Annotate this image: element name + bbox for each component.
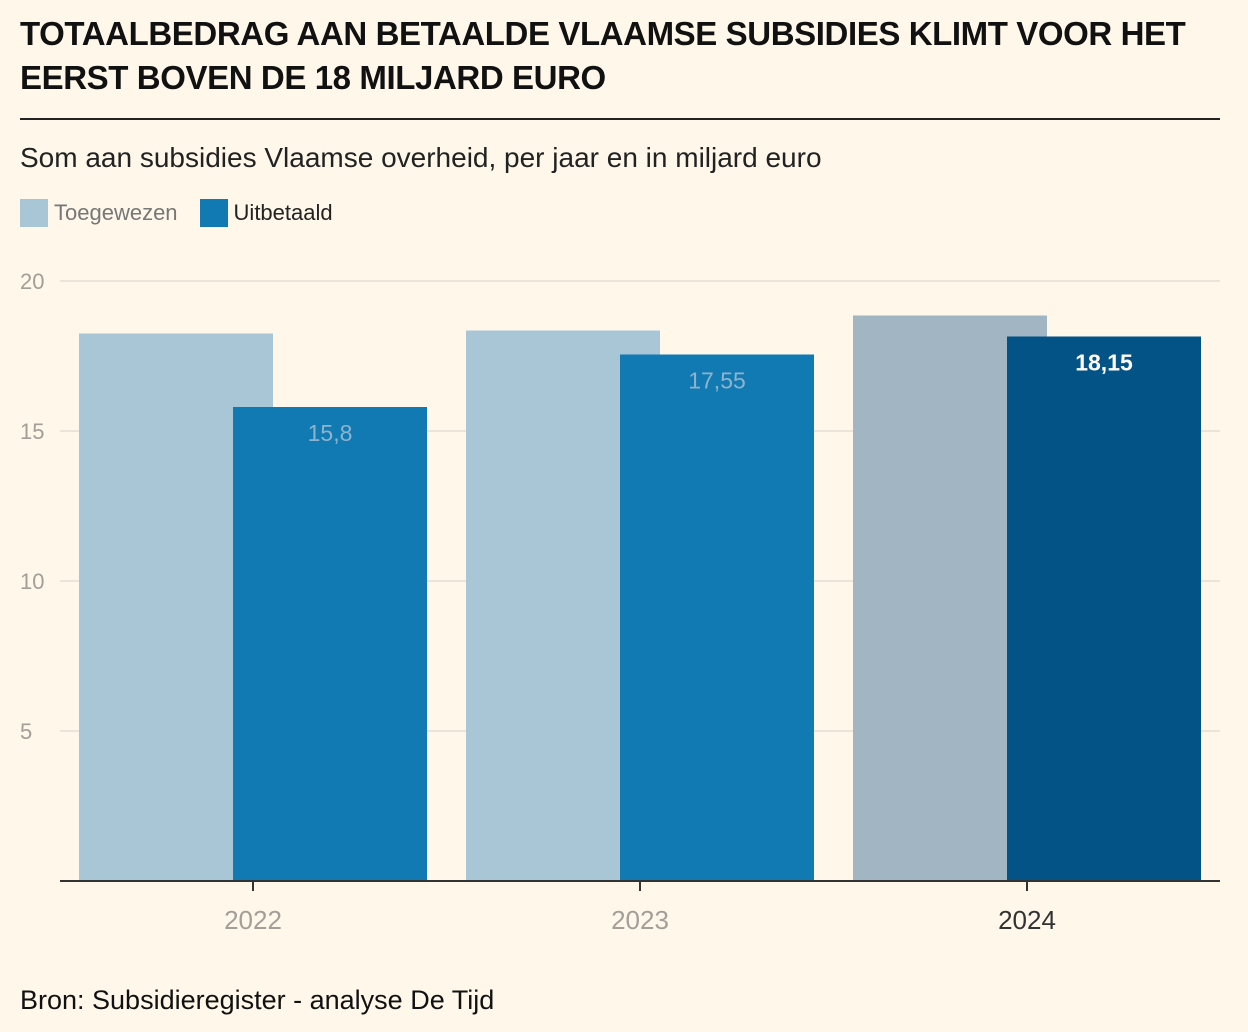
x-axis-tick-labels: 2022 2023 2024 <box>224 905 1056 935</box>
y-tick-label: 5 <box>20 719 32 744</box>
legend-swatch-toegewezen <box>20 199 48 227</box>
bar-uitbetaald-2022 <box>233 407 427 881</box>
y-tick-label: 15 <box>20 419 44 444</box>
y-tick-label: 20 <box>20 269 44 294</box>
x-tick-label-2023: 2023 <box>611 905 669 935</box>
legend-label-toegewezen: Toegewezen <box>54 200 178 225</box>
x-tick-label-2022: 2022 <box>224 905 282 935</box>
legend-label-uitbetaald: Uitbetaald <box>233 200 333 225</box>
y-tick-label: 10 <box>20 569 44 594</box>
bars <box>79 315 1201 881</box>
bar-uitbetaald-2023 <box>620 354 814 881</box>
x-axis <box>60 880 1220 891</box>
chart-title: TOTAALBEDRAG AAN BETAALDE VLAAMSE SUBSID… <box>20 15 1186 96</box>
chart-subtitle: Som aan subsidies Vlaamse overheid, per … <box>20 142 822 173</box>
y-axis-tick-labels: 5 10 15 20 <box>20 269 44 744</box>
bar-uitbetaald-2024 <box>1007 336 1201 881</box>
legend-item-toegewezen: Toegewezen <box>20 199 178 227</box>
chart-legend: Toegewezen Uitbetaald <box>20 198 355 228</box>
legend-item-uitbetaald: Uitbetaald <box>199 199 333 227</box>
data-label-uitbetaald-2023: 17,55 <box>688 368 746 394</box>
x-tick-label-2024: 2024 <box>998 905 1056 935</box>
source-note: Bron: Subsidieregister - analyse De Tijd <box>20 985 495 1015</box>
title-divider <box>20 118 1220 120</box>
bar-chart: 5 10 15 20 15,8 17,55 18,15 2022 2023 2024 <box>20 269 1220 935</box>
data-label-uitbetaald-2024: 18,15 <box>1075 350 1133 376</box>
legend-swatch-uitbetaald <box>199 199 228 227</box>
data-label-uitbetaald-2022: 15,8 <box>308 420 353 446</box>
data-labels: 15,8 17,55 18,15 <box>308 350 1133 447</box>
